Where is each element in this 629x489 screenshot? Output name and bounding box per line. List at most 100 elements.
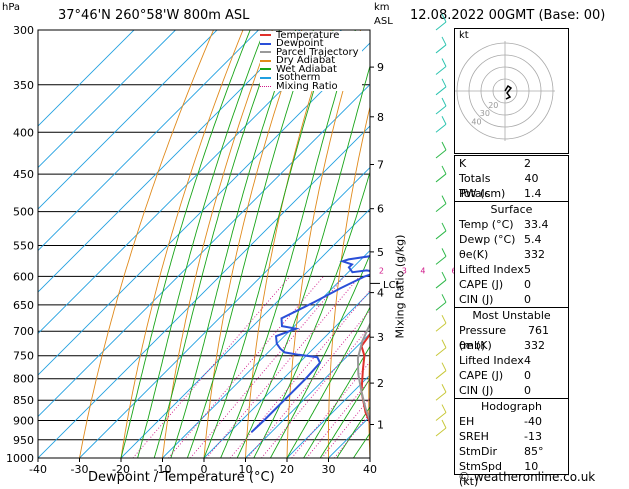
hodograph-stat-label: StmDir bbox=[459, 444, 497, 459]
wind-barb bbox=[436, 142, 446, 158]
wet-adiabat-line bbox=[287, 30, 482, 458]
surface-label: Lifted Index bbox=[459, 262, 524, 277]
hodograph-stat-value: 85° bbox=[524, 444, 564, 459]
surface-row: θe(K) 332 bbox=[455, 247, 568, 262]
legend-swatch bbox=[260, 60, 271, 62]
pressure-tick-label: 550 bbox=[13, 239, 34, 252]
dry-adiabat-line bbox=[408, 30, 449, 458]
pressure-tick-label: 450 bbox=[13, 168, 34, 181]
hodograph-stats-title: Hodograph bbox=[455, 398, 568, 414]
mixing-ratio-line bbox=[133, 276, 290, 458]
legend-swatch bbox=[260, 68, 271, 70]
pressure-tick-label: 900 bbox=[13, 415, 34, 428]
most-unstable-value: 0 bbox=[524, 368, 564, 383]
hodograph-stat-label: SREH bbox=[459, 429, 489, 444]
wind-barb bbox=[436, 420, 446, 436]
most-unstable-value: 0 bbox=[524, 383, 564, 398]
km-tick-label: 1 bbox=[377, 418, 384, 431]
km-tick-label: 5 bbox=[377, 246, 384, 259]
pressure-tick-label: 650 bbox=[13, 299, 34, 312]
hodograph-stat-value: -40 bbox=[524, 414, 564, 429]
pressure-tick-label: 400 bbox=[13, 126, 34, 139]
km-tick-label: 9 bbox=[377, 61, 384, 74]
dry-adiabat-line bbox=[163, 30, 273, 458]
isotherm-line bbox=[0, 30, 383, 458]
legend-item: Mixing Ratio bbox=[260, 82, 362, 91]
legend-swatch bbox=[260, 86, 271, 87]
surface-row: Temp (°C) 33.4 bbox=[455, 217, 568, 232]
pressure-tick-label: 800 bbox=[13, 373, 34, 386]
pressure-tick-label: 500 bbox=[13, 206, 34, 219]
legend-swatch bbox=[260, 51, 271, 53]
most-unstable-label: CIN (J) bbox=[459, 383, 493, 398]
wind-barb bbox=[436, 58, 446, 74]
km-tick-label: 7 bbox=[377, 159, 384, 172]
most-unstable-row: θe (K) 332 bbox=[455, 338, 568, 353]
km-tick-label: 3 bbox=[377, 331, 384, 344]
pressure-tick-label: 750 bbox=[13, 350, 34, 363]
hodograph-ring-label: 20 bbox=[488, 101, 498, 110]
x-axis-label: Dewpoint / Temperature (°C) bbox=[88, 470, 275, 485]
most-unstable-label: θe (K) bbox=[459, 338, 492, 353]
x-tick-label: 20 bbox=[280, 463, 294, 476]
wind-barb bbox=[436, 294, 446, 310]
lcl-label: LCL bbox=[383, 280, 401, 291]
hodograph-ring-label: 30 bbox=[480, 109, 490, 118]
most-unstable-value: 332 bbox=[524, 338, 564, 353]
x-tick-label: 40 bbox=[363, 463, 377, 476]
most-unstable-title: Most Unstable bbox=[455, 307, 568, 323]
pressure-tick-label: 600 bbox=[13, 270, 34, 283]
dry-adiabat-line bbox=[328, 30, 390, 458]
most-unstable-value: 4 bbox=[524, 353, 564, 368]
index-value: 2 bbox=[524, 156, 564, 171]
surface-label: Dewp (°C) bbox=[459, 232, 515, 247]
wind-barb bbox=[436, 272, 446, 288]
legend-swatch bbox=[260, 43, 271, 45]
x-tick-label: -30 bbox=[71, 463, 89, 476]
surface-row: CAPE (J)0 bbox=[455, 277, 568, 292]
surface-label: Temp (°C) bbox=[459, 217, 514, 232]
most-unstable-value: 761 bbox=[528, 323, 564, 338]
wind-barb bbox=[436, 116, 446, 132]
km-tick-label: 6 bbox=[377, 203, 384, 216]
most-unstable-row: CIN (J) 0 bbox=[455, 383, 568, 398]
index-value: 1.4 bbox=[524, 186, 564, 201]
index-label: Totals Totals bbox=[459, 171, 525, 186]
surface-value: 33.4 bbox=[524, 217, 564, 232]
wind-barb bbox=[436, 14, 446, 30]
index-row: PW (cm)1.4 bbox=[455, 186, 568, 201]
pressure-tick-label: 700 bbox=[13, 325, 34, 338]
hodograph-stat-row: StmDir 85° bbox=[455, 444, 568, 459]
hodograph-ring-label: 40 bbox=[471, 118, 481, 127]
isotherm-line bbox=[0, 30, 259, 458]
wind-barb bbox=[436, 363, 446, 379]
hodograph-unit: kt bbox=[459, 30, 469, 41]
dry-adiabat-line bbox=[587, 30, 619, 458]
surface-title: Surface bbox=[455, 201, 568, 217]
surface-value: 0 bbox=[524, 277, 564, 292]
most-unstable-label: Lifted Index bbox=[459, 353, 524, 368]
wind-barb bbox=[436, 98, 446, 114]
wind-barb bbox=[436, 223, 446, 239]
surface-label: θe(K) bbox=[459, 247, 488, 262]
wind-barb bbox=[436, 315, 446, 331]
surface-value: 332 bbox=[524, 247, 564, 262]
index-label: K bbox=[459, 156, 466, 171]
hodograph-trace bbox=[505, 86, 511, 99]
wind-barb bbox=[436, 79, 446, 95]
surface-label: CIN (J) bbox=[459, 292, 493, 307]
x-tick-label: 30 bbox=[322, 463, 336, 476]
hodograph-stat-label: EH bbox=[459, 414, 474, 429]
km-tick-label: 2 bbox=[377, 377, 384, 390]
most-unstable-label: CAPE (J) bbox=[459, 368, 503, 383]
legend-swatch bbox=[260, 77, 271, 79]
surface-value: 5.4 bbox=[524, 232, 564, 247]
